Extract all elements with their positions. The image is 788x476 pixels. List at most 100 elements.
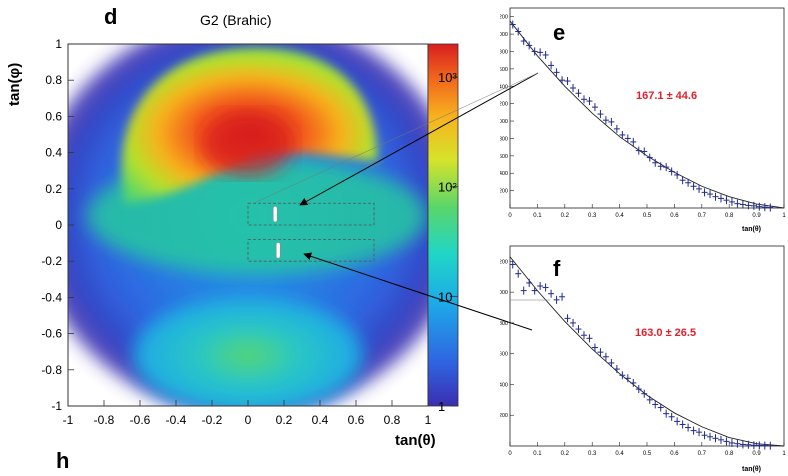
y-tick-label: -1 xyxy=(51,399,62,413)
data-point xyxy=(723,196,730,205)
data-point xyxy=(613,124,620,133)
data-point xyxy=(761,441,768,450)
data-point xyxy=(542,283,549,292)
x-tick-label: 0.8 xyxy=(384,413,401,427)
data-point xyxy=(586,334,593,343)
x-tick-label: -0.6 xyxy=(130,413,151,427)
data-point xyxy=(619,371,626,380)
data-point xyxy=(564,314,571,323)
panel-letter-d: d xyxy=(104,4,118,29)
data-point xyxy=(652,158,659,167)
data-point xyxy=(717,435,724,444)
data-point xyxy=(520,37,527,46)
annotation-e: 167.1 ± 44.6 xyxy=(636,90,698,102)
y-tick-label: 1800 xyxy=(500,49,508,55)
data-point xyxy=(646,395,653,404)
data-point xyxy=(767,441,774,450)
data-point xyxy=(586,97,593,106)
x-tick-label: 0.6 xyxy=(348,413,365,427)
panel-letter-h: h xyxy=(56,448,70,473)
x-axis-label-f: tan(θ) xyxy=(742,466,761,473)
y-tick-label: 600 xyxy=(500,352,508,358)
data-point xyxy=(685,178,692,187)
data-point xyxy=(690,426,697,435)
x-tick-label: -0.2 xyxy=(202,413,223,427)
y-tick-label: -0.4 xyxy=(41,290,62,304)
data-point xyxy=(668,167,675,176)
y-tick-label: 1000 xyxy=(500,119,508,125)
data-point xyxy=(608,358,615,367)
data-point xyxy=(575,325,582,334)
data-point xyxy=(739,200,746,209)
data-point xyxy=(750,201,757,210)
fit-curve xyxy=(509,256,785,447)
y-tick-label: 1000 xyxy=(500,290,508,296)
y-tick-label: 0.4 xyxy=(45,146,62,160)
data-point xyxy=(602,352,609,361)
data-point xyxy=(728,197,735,206)
x-tick-label: 0.4 xyxy=(615,451,624,457)
y-tick-label: 800 xyxy=(500,136,508,142)
y-tick-label: 400 xyxy=(500,382,508,388)
data-point xyxy=(537,282,544,290)
y-tick-label: 0.6 xyxy=(45,109,62,123)
x-tick-label: 0.3 xyxy=(588,213,597,219)
data-point xyxy=(767,203,774,212)
data-point xyxy=(707,432,714,441)
data-point xyxy=(597,110,604,119)
chart-title: G2 (Brahic) xyxy=(200,12,272,28)
x-tick-label: 0.9 xyxy=(752,451,761,457)
x-tick-label: 0.4 xyxy=(615,213,624,219)
data-point xyxy=(515,27,522,36)
y-tick-label: 2000 xyxy=(500,32,508,38)
x-tick-label: 0.5 xyxy=(643,213,652,219)
data-point xyxy=(712,434,719,443)
x-tick-label: 0 xyxy=(508,451,512,457)
data-point xyxy=(531,286,538,295)
data-point xyxy=(679,420,686,429)
x-tick-label: 0 xyxy=(245,413,252,427)
data-point xyxy=(531,47,538,56)
data-point xyxy=(630,378,637,387)
x-tick-label: 0.9 xyxy=(752,213,761,219)
y-tick-label: 800 xyxy=(500,321,508,327)
data-point xyxy=(559,76,566,85)
data-point xyxy=(624,374,631,383)
data-point xyxy=(756,202,763,211)
y-tick-label: 2200 xyxy=(500,15,508,21)
data-point xyxy=(690,182,697,191)
data-point xyxy=(553,295,560,304)
data-point xyxy=(570,84,577,92)
data-point xyxy=(734,439,741,448)
x-tick-label: -1 xyxy=(63,413,74,427)
y-tick-label: 200 xyxy=(500,413,508,419)
chart-f: 0 0.1 0.2 0.3 0.4 0.5 0.6 0.7 0.8 0.9 120040060080… xyxy=(500,245,786,457)
colorbar-tick-label: 10 xyxy=(438,289,452,304)
data-point xyxy=(548,289,555,298)
data-point xyxy=(723,437,730,446)
y-tick-label: 400 xyxy=(500,171,508,177)
data-point xyxy=(674,417,681,426)
data-point xyxy=(564,77,571,86)
selection-marker-f xyxy=(275,242,281,259)
y-tick-label: -0.6 xyxy=(41,327,62,341)
data-point xyxy=(745,201,752,210)
x-axis-label-e: tan(θ) xyxy=(742,226,761,233)
data-point xyxy=(701,188,708,197)
x-tick-label: 0.8 xyxy=(725,451,734,457)
data-point xyxy=(696,428,703,437)
panel-letter-f: f xyxy=(553,256,561,281)
data-point xyxy=(608,117,615,126)
x-tick-label: 0.2 xyxy=(276,413,293,427)
chart-e: 0 0.1 0.2 0.3 0.4 0.5 0.6 0.7 0.8 0.9 120040060080… xyxy=(500,7,786,219)
data-point xyxy=(570,318,577,327)
plot-frame xyxy=(509,7,785,209)
x-tick-label: 0.1 xyxy=(533,213,542,219)
data-point xyxy=(591,103,598,112)
data-point xyxy=(542,50,549,59)
data-point xyxy=(663,163,670,172)
y-tick-label: 1 xyxy=(55,37,62,51)
data-point xyxy=(728,438,735,447)
